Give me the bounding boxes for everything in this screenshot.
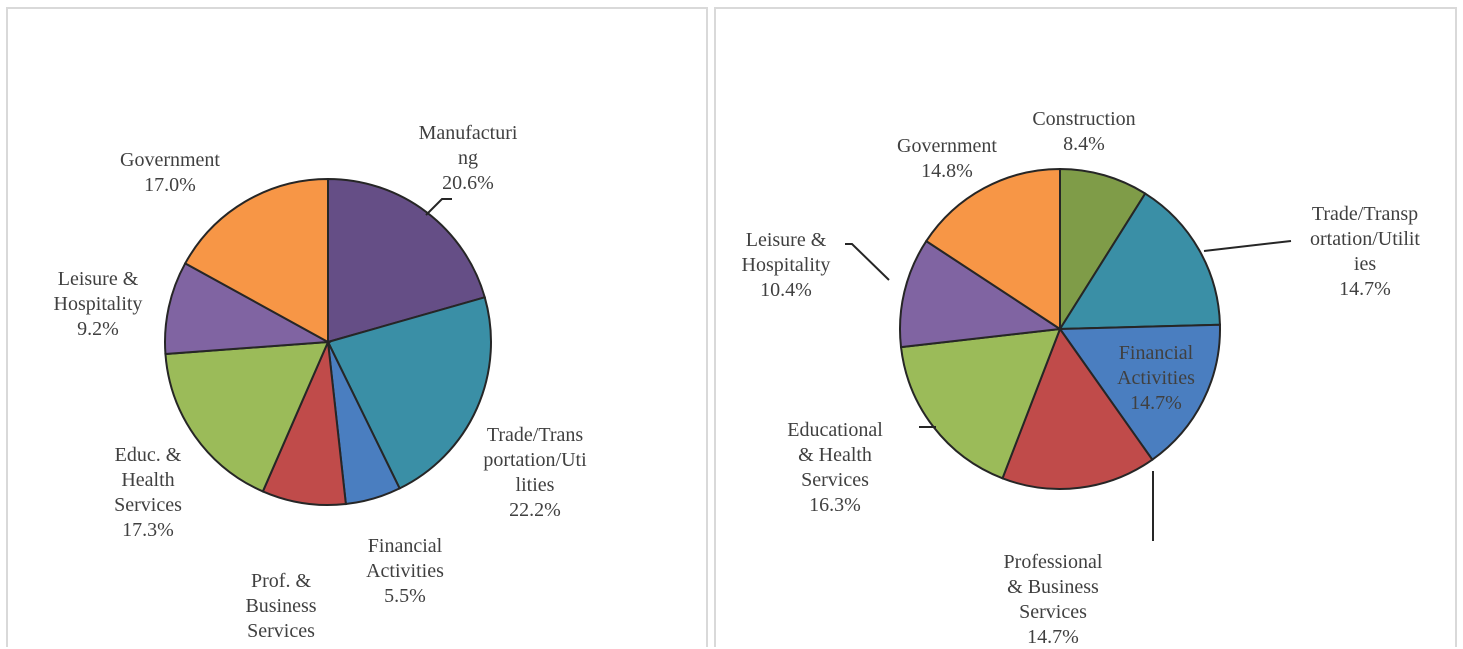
slice-label-manufacturing: Manufacturi ng 20.6% xyxy=(419,122,518,194)
leader-line-trade-transportation-utilities xyxy=(1203,240,1292,252)
slice-label-leisure-hospitality: Leisure & Hospitality 9.2% xyxy=(54,268,143,340)
pie-chart-1: Manufacturi ng 20.6% Trade/Trans portation/U… xyxy=(54,122,588,649)
slice-label-prof-businessservices: Prof. &BusinessServices8.3% xyxy=(245,570,316,649)
pie-slice-leisure-hospitality xyxy=(899,239,1063,349)
leader-line-manufacturing xyxy=(425,198,452,216)
pie-slice-trade-transportation-utilities xyxy=(1058,192,1221,331)
slice-label-educ-healthservices: Educ. & Health Services 17.3% xyxy=(114,444,182,541)
pie-slice-educ-healthservices xyxy=(164,340,330,493)
slice-label-trade-transportation-utilities: Trade/Trans portation/Uti lities 22.2% xyxy=(483,424,587,521)
slice-label-government: Government 14.8% xyxy=(897,135,997,182)
leader-line-leisure-hospitality xyxy=(845,243,890,281)
pie-slice-government xyxy=(924,167,1061,331)
pie-slice-construction xyxy=(1059,167,1147,333)
pie-slices xyxy=(164,177,492,506)
pie-chart-panel-1: Manufacturi ng 20.6% Trade/Trans portation/U… xyxy=(6,7,708,649)
slice-label-financialactivities: Financial Activities 5.5% xyxy=(366,535,444,607)
leader-lines xyxy=(845,240,1292,541)
pie-slice-manufacturing xyxy=(327,177,486,344)
slice-label-educational-healthservices: Educational & Health Services 16.3% xyxy=(787,419,883,516)
slice-label-professional-businessservices: Professional & Business Services 14.7% xyxy=(1004,551,1103,648)
pie-slice-trade-transportation-utilities xyxy=(326,296,492,490)
slice-label-leisure-hospitality: Leisure & Hospitality 10.4% xyxy=(742,229,831,301)
pie-slice-leisure-hospitality xyxy=(164,261,332,356)
slice-label-trade-transportation-utilities: Trade/Transp ortation/Utilit ies 14.7% xyxy=(1310,203,1420,300)
slice-labels: Construction 8.4% Trade/Transp ortation/Uti… xyxy=(742,108,1421,648)
pie-chart-2: Construction 8.4% Trade/Transp ortation/Uti… xyxy=(742,108,1421,648)
pie-slice-financialactivities xyxy=(1058,323,1221,462)
leader-lines xyxy=(425,198,452,216)
slice-label-financialactivities: Financial Activities 14.7% xyxy=(1117,342,1195,414)
pie-slice-government xyxy=(183,177,329,344)
slice-label-government: Government 17.0% xyxy=(120,149,220,196)
slice-label-construction: Construction 8.4% xyxy=(1032,108,1135,155)
pie-slices xyxy=(899,167,1221,490)
pie-slice-professional-businessservices xyxy=(1001,326,1154,490)
pie-chart-panel-2: Construction 8.4% Trade/Transp ortation/Uti… xyxy=(714,7,1457,648)
